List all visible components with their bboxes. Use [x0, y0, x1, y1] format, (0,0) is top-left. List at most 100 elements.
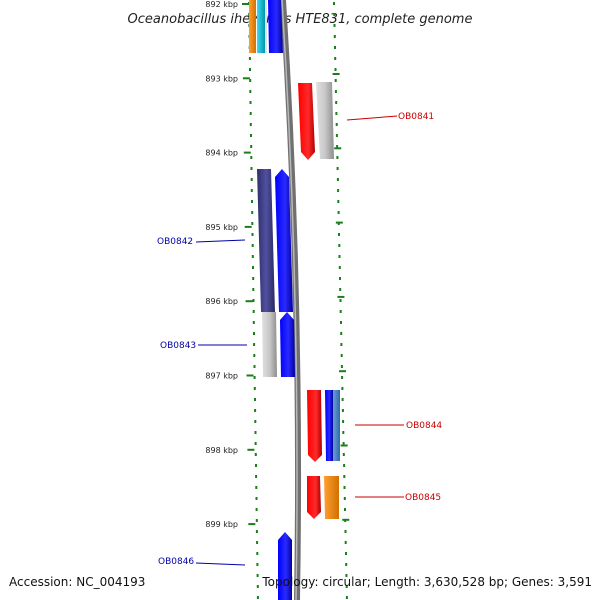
right-track-dot: [333, 24, 336, 27]
right-track-dot: [340, 321, 342, 324]
left-track-dot: [249, 101, 252, 104]
right-track-dot: [342, 420, 345, 423]
right-track-dot: [337, 189, 340, 192]
tick-label-896: 896 kbp: [205, 297, 238, 306]
gene-gray-841b[interactable]: [316, 82, 334, 159]
gene-ob0844[interactable]: [307, 390, 322, 462]
right-track-dot: [337, 211, 340, 214]
gene-orange-top[interactable]: [249, 0, 256, 53]
label-ob0843[interactable]: OB0843: [160, 341, 196, 351]
right-track-dot: [343, 497, 346, 500]
right-track-dot: [345, 596, 348, 599]
left-track-dot: [255, 464, 257, 467]
right-track-dot: [334, 46, 336, 49]
right-track-dot: [343, 464, 346, 467]
gene-blue-843b[interactable]: [280, 312, 295, 377]
tick-label-895: 895 kbp: [205, 223, 238, 232]
gene-ob0841[interactable]: [298, 83, 315, 160]
left-track-dot: [254, 409, 257, 412]
right-track-dot: [336, 178, 339, 181]
gene-steel-844c[interactable]: [333, 390, 340, 461]
label-ob0841[interactable]: OB0841: [398, 112, 434, 122]
accession-text: Accession: NC_004193: [9, 575, 145, 589]
left-track-dot: [255, 530, 258, 533]
left-track-dot: [253, 387, 256, 390]
gene-ob0843[interactable]: [262, 312, 277, 377]
left-track-dot: [254, 420, 257, 423]
left-track-dot: [255, 497, 258, 500]
left-track-dot: [252, 321, 255, 324]
right-track-dot: [338, 255, 341, 258]
gene-blue-844b[interactable]: [325, 390, 333, 461]
left-track-dot: [253, 376, 256, 379]
label-ob0844[interactable]: OB0844: [406, 421, 442, 431]
right-track-dot: [333, 35, 336, 38]
right-track-dot: [345, 552, 347, 555]
leader-ob0841: [346, 115, 398, 121]
right-track-dot: [338, 233, 340, 236]
left-track-dot: [250, 167, 253, 170]
left-track-dot: [254, 431, 257, 434]
left-track-dot: [253, 354, 256, 357]
gene-features: [249, 0, 340, 600]
right-track-dot: [341, 376, 344, 379]
left-track-dot: [253, 332, 255, 335]
right-track-dot: [333, 2, 335, 5]
left-track-dot: [252, 288, 255, 291]
label-ob0842[interactable]: OB0842: [157, 237, 193, 247]
gene-ob0842[interactable]: [257, 169, 275, 312]
right-track-dot: [335, 112, 338, 115]
genome-backbone: [280, 0, 302, 600]
gene-ob0845[interactable]: [307, 476, 321, 519]
left-track-dot: [256, 585, 259, 588]
tick-label-897: 897 kbp: [205, 372, 238, 381]
left-track-dot: [250, 156, 253, 159]
left-track-dot: [249, 68, 251, 71]
right-track-dot: [345, 563, 348, 566]
tick-label-894: 894 kbp: [205, 149, 238, 158]
left-track-dot: [250, 145, 253, 148]
right-track-dot: [333, 13, 336, 16]
left-track-dot: [256, 563, 259, 566]
right-track-dot: [339, 277, 341, 280]
genome-backbone-highlight: [281, 0, 298, 600]
right-track-dot: [336, 167, 339, 170]
gene-gap-top: [265, 0, 267, 53]
left-track-dot: [254, 442, 257, 445]
gene-ob0846[interactable]: [278, 532, 292, 600]
left-track-dot: [252, 266, 254, 269]
left-track-dot: [252, 299, 255, 302]
topology-text: Topology: circular; Length: 3,630,528 bp…: [261, 575, 592, 589]
right-track-dot: [337, 200, 340, 203]
right-track-dot: [339, 288, 342, 291]
left-track-dot: [251, 200, 253, 203]
gene-blue-top[interactable]: [268, 0, 283, 53]
right-track-dot: [340, 332, 343, 335]
left-track-dot: [256, 541, 259, 544]
left-track-dot: [252, 277, 255, 280]
right-track-dot: [336, 145, 339, 148]
right-track-dot: [341, 409, 344, 412]
left-track-dot: [249, 79, 252, 82]
left-track-dot: [252, 310, 255, 313]
leader-ob0846: [195, 562, 246, 566]
gene-orange-845b[interactable]: [324, 476, 339, 519]
label-ob0845[interactable]: OB0845: [405, 493, 441, 503]
left-track-dot: [254, 398, 256, 401]
right-track-dot: [340, 365, 343, 368]
tick-label-898: 898 kbp: [205, 446, 238, 455]
left-track-dot: [254, 453, 257, 456]
left-track-dot: [250, 134, 252, 137]
left-track-dot: [250, 178, 253, 181]
right-track-dot: [334, 79, 337, 82]
right-track-dot: [341, 387, 344, 390]
left-track-dot: [249, 112, 252, 115]
left-track-dot: [250, 189, 253, 192]
right-track-dot: [339, 310, 342, 313]
label-ob0846[interactable]: OB0846: [158, 557, 194, 567]
gene-cyan-top[interactable]: [257, 0, 265, 53]
right-track-dot: [345, 574, 348, 577]
gene-blue-842b[interactable]: [275, 169, 293, 312]
left-track-dot: [249, 123, 252, 126]
